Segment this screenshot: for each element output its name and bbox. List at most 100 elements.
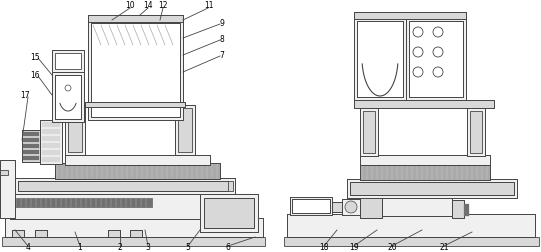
Bar bbox=[88, 20, 183, 120]
Text: 2: 2 bbox=[117, 243, 122, 252]
Bar bbox=[332, 202, 342, 212]
Bar bbox=[200, 194, 258, 232]
Bar bbox=[350, 182, 514, 195]
Text: 16: 16 bbox=[30, 71, 40, 79]
Bar bbox=[360, 196, 382, 218]
Bar bbox=[452, 200, 464, 218]
Bar bbox=[0, 170, 8, 175]
Bar bbox=[290, 197, 332, 215]
Bar bbox=[55, 163, 220, 179]
Bar bbox=[409, 21, 463, 97]
Bar bbox=[22, 130, 40, 162]
Bar bbox=[88, 15, 183, 22]
Bar bbox=[18, 181, 233, 191]
Bar bbox=[354, 100, 494, 108]
Text: 18: 18 bbox=[319, 243, 329, 252]
Bar bbox=[360, 164, 490, 180]
Bar bbox=[467, 108, 485, 156]
Bar bbox=[354, 18, 406, 100]
Bar bbox=[55, 163, 220, 179]
Bar bbox=[382, 198, 452, 216]
Bar bbox=[68, 108, 82, 152]
Bar bbox=[200, 194, 258, 232]
Bar bbox=[108, 230, 120, 237]
Bar bbox=[360, 196, 382, 218]
Bar bbox=[52, 50, 84, 72]
Bar bbox=[5, 218, 263, 237]
Bar bbox=[342, 199, 360, 215]
Bar bbox=[287, 214, 535, 237]
Bar bbox=[91, 23, 180, 117]
Bar bbox=[357, 21, 403, 97]
Bar bbox=[360, 155, 490, 165]
Bar bbox=[292, 199, 330, 213]
Circle shape bbox=[345, 201, 357, 213]
Bar bbox=[40, 120, 62, 164]
Bar bbox=[52, 50, 84, 72]
Bar bbox=[42, 136, 60, 141]
Text: 8: 8 bbox=[220, 35, 225, 44]
Bar bbox=[65, 105, 85, 155]
Bar bbox=[18, 181, 228, 191]
Bar bbox=[204, 198, 254, 228]
Bar bbox=[10, 194, 200, 219]
Bar bbox=[409, 21, 463, 97]
Bar bbox=[23, 156, 39, 160]
Bar bbox=[12, 230, 24, 237]
Text: 6: 6 bbox=[226, 243, 230, 252]
Bar bbox=[130, 230, 142, 237]
Bar bbox=[360, 164, 490, 180]
Bar bbox=[290, 197, 332, 215]
Bar bbox=[467, 108, 485, 156]
Bar bbox=[204, 198, 254, 228]
Bar bbox=[0, 160, 15, 218]
Bar bbox=[347, 179, 517, 198]
Bar bbox=[91, 23, 180, 117]
Bar bbox=[354, 100, 494, 108]
Bar bbox=[354, 12, 466, 19]
Bar bbox=[14, 198, 152, 207]
Bar bbox=[65, 105, 85, 155]
Bar bbox=[287, 214, 535, 237]
Bar bbox=[22, 130, 40, 162]
Bar bbox=[15, 178, 235, 194]
Bar bbox=[52, 72, 84, 122]
Text: 1: 1 bbox=[77, 243, 82, 252]
Bar bbox=[347, 179, 517, 198]
Bar bbox=[363, 111, 375, 153]
Bar bbox=[470, 111, 482, 153]
Text: 10: 10 bbox=[125, 2, 135, 11]
Bar bbox=[23, 150, 39, 154]
Bar bbox=[452, 200, 464, 218]
Bar bbox=[42, 143, 60, 148]
Bar bbox=[360, 108, 378, 156]
Bar bbox=[175, 105, 195, 155]
Text: 15: 15 bbox=[30, 52, 40, 61]
Bar bbox=[52, 72, 84, 122]
Bar bbox=[23, 144, 39, 148]
Bar bbox=[88, 20, 183, 120]
Bar bbox=[23, 132, 39, 136]
Bar bbox=[175, 105, 195, 155]
Bar bbox=[108, 230, 120, 237]
Bar bbox=[42, 157, 60, 162]
Bar bbox=[55, 75, 81, 119]
Bar bbox=[85, 102, 185, 107]
Bar bbox=[23, 138, 39, 142]
Bar bbox=[5, 218, 263, 237]
Bar bbox=[354, 18, 406, 100]
Bar bbox=[0, 160, 15, 218]
Text: 17: 17 bbox=[20, 90, 30, 100]
Text: 11: 11 bbox=[204, 2, 214, 11]
Bar bbox=[360, 108, 378, 156]
Text: 14: 14 bbox=[143, 2, 153, 11]
Bar bbox=[360, 155, 490, 165]
Bar bbox=[2, 237, 265, 246]
Bar bbox=[65, 155, 210, 165]
Bar bbox=[284, 237, 539, 246]
Bar bbox=[332, 202, 342, 212]
Bar bbox=[42, 129, 60, 134]
Bar bbox=[342, 199, 360, 215]
Bar bbox=[292, 199, 330, 213]
Bar bbox=[12, 230, 24, 237]
